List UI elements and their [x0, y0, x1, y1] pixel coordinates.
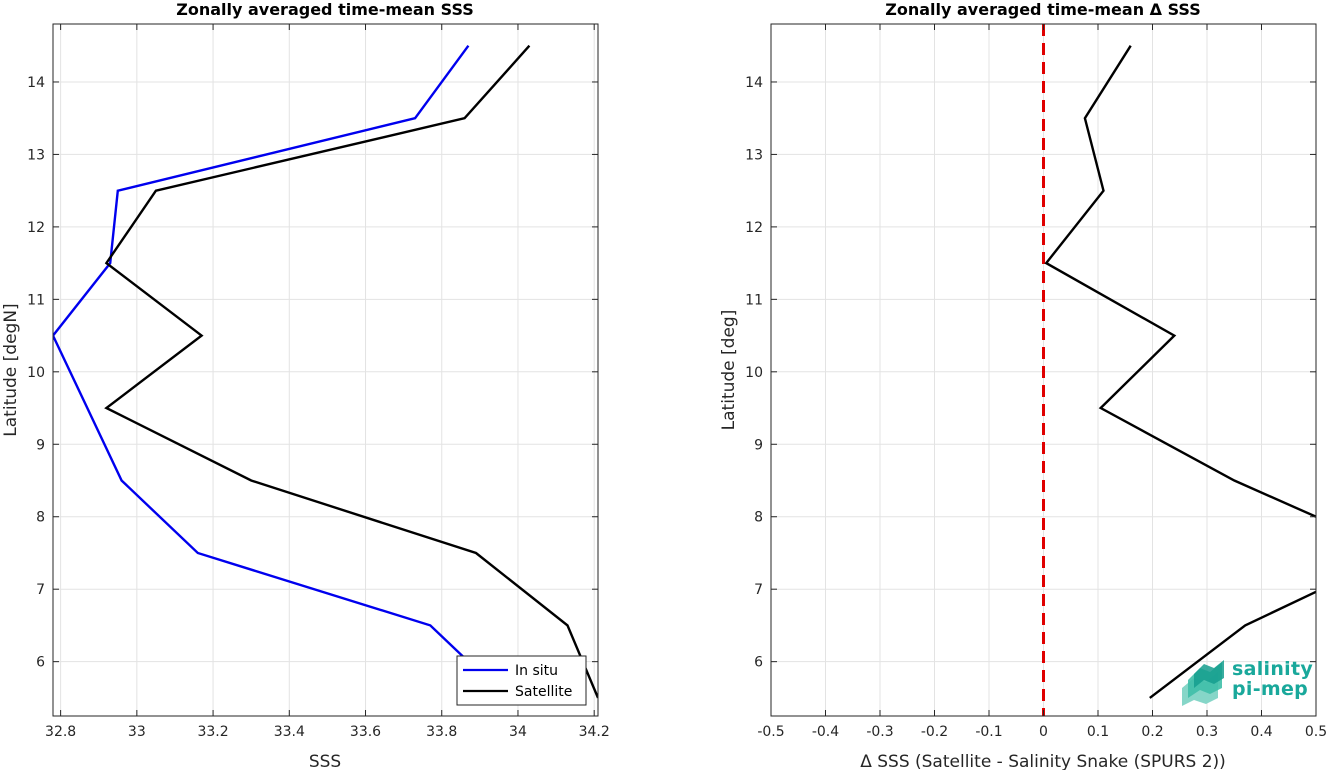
sss-ytick-label: 6	[36, 655, 45, 671]
sss-ytick-label: 8	[36, 510, 45, 526]
sss-xtick-label: 34	[509, 724, 527, 740]
delta-ytick-label: 9	[754, 437, 763, 453]
sss-ytick-label: 12	[27, 220, 45, 236]
logo-waves-icon	[1182, 660, 1224, 706]
delta-xtick-label: -0.3	[866, 724, 893, 740]
sss-xlabel: SSS	[309, 752, 341, 770]
delta-ticks: -0.5 -0.4 -0.3 -0.2 -0.1 0 0.1 0.2 0.3 0.4 0.5 6 7 8 9…	[745, 24, 1327, 740]
delta-line-series-0	[1044, 45, 1316, 699]
delta-xtick-label: 0.5	[1305, 724, 1327, 740]
delta-ylabel: Latitude [deg]	[719, 310, 739, 431]
sss-ytick-label: 9	[36, 437, 45, 453]
sss-grid	[53, 24, 598, 716]
sss-ticks: 32.8 33 33.2 33.4 33.6 33.8 34 34.2 6 7 8 9 10 11 12 13…	[27, 24, 610, 740]
delta-ytick-label: 6	[754, 655, 763, 671]
delta-title: Zonally averaged time-mean Δ SSS	[885, 0, 1201, 19]
logo-text-salinity: salinity	[1232, 658, 1314, 680]
logo-text-pi-mep: pi-mep	[1232, 678, 1309, 700]
sss-legend: In situ Satellite	[456, 655, 587, 706]
sss-xtick-label: 33	[128, 724, 146, 740]
delta-ytick-label: 11	[745, 292, 763, 308]
delta-ytick-label: 12	[745, 220, 763, 236]
delta-xtick-label: 0.4	[1250, 724, 1272, 740]
delta-xtick-label: -0.4	[812, 724, 839, 740]
sss-panel: 32.8 33 33.2 33.4 33.6 33.8 34 34.2 6 7 8 9 10 11 12 13…	[1, 0, 610, 770]
delta-ytick-label: 13	[745, 147, 763, 163]
delta-ytick-label: 8	[754, 510, 763, 526]
delta-xtick-label: -0.2	[921, 724, 948, 740]
sss-ytick-label: 10	[27, 365, 45, 381]
sss-lines	[53, 44, 598, 699]
delta-ytick-label: 10	[745, 365, 763, 381]
delta-xtick-label: 0.2	[1141, 724, 1163, 740]
sss-ytick-label: 7	[36, 582, 45, 598]
legend-label-in-situ: In situ	[515, 663, 558, 679]
sss-ytick-label: 14	[27, 75, 45, 91]
delta-xtick-label: 0.1	[1087, 724, 1109, 740]
delta-xtick-label: 0.3	[1196, 724, 1218, 740]
sss-title: Zonally averaged time-mean SSS	[176, 0, 474, 19]
sss-ytick-label: 13	[27, 147, 45, 163]
delta-ytick-label: 14	[745, 75, 763, 91]
sss-ytick-label: 11	[27, 292, 45, 308]
sss-line-satellite	[104, 44, 598, 699]
sss-xtick-label: 33.2	[197, 724, 228, 740]
delta-sss-panel: -0.5 -0.4 -0.3 -0.2 -0.1 0 0.1 0.2 0.3 0.4 0.5 6 7 8 9…	[719, 0, 1327, 770]
sss-ylabel: Latitude [degN]	[1, 303, 21, 436]
sss-xtick-label: 32.8	[45, 724, 76, 740]
sss-xtick-label: 34.2	[579, 724, 610, 740]
salinity-pi-mep-logo: salinity pi-mep	[1180, 656, 1314, 708]
delta-xtick-label: -0.1	[975, 724, 1002, 740]
delta-xlabel: Δ SSS (Satellite - Salinity Snake (SPURS…	[860, 752, 1226, 770]
delta-xtick-label: -0.5	[757, 724, 784, 740]
sss-plot-area	[53, 24, 598, 716]
sss-line-in-situ	[53, 44, 508, 699]
sss-axes-box	[52, 23, 599, 717]
delta-lines	[1042, 24, 1316, 716]
sss-xtick-label: 33.6	[350, 724, 381, 740]
legend-box	[456, 655, 587, 706]
legend-label-satellite: Satellite	[515, 684, 572, 700]
delta-xtick-label: 0	[1039, 724, 1048, 740]
sss-xtick-label: 33.4	[274, 724, 305, 740]
delta-ytick-label: 7	[754, 582, 763, 598]
sss-xtick-label: 33.8	[426, 724, 457, 740]
